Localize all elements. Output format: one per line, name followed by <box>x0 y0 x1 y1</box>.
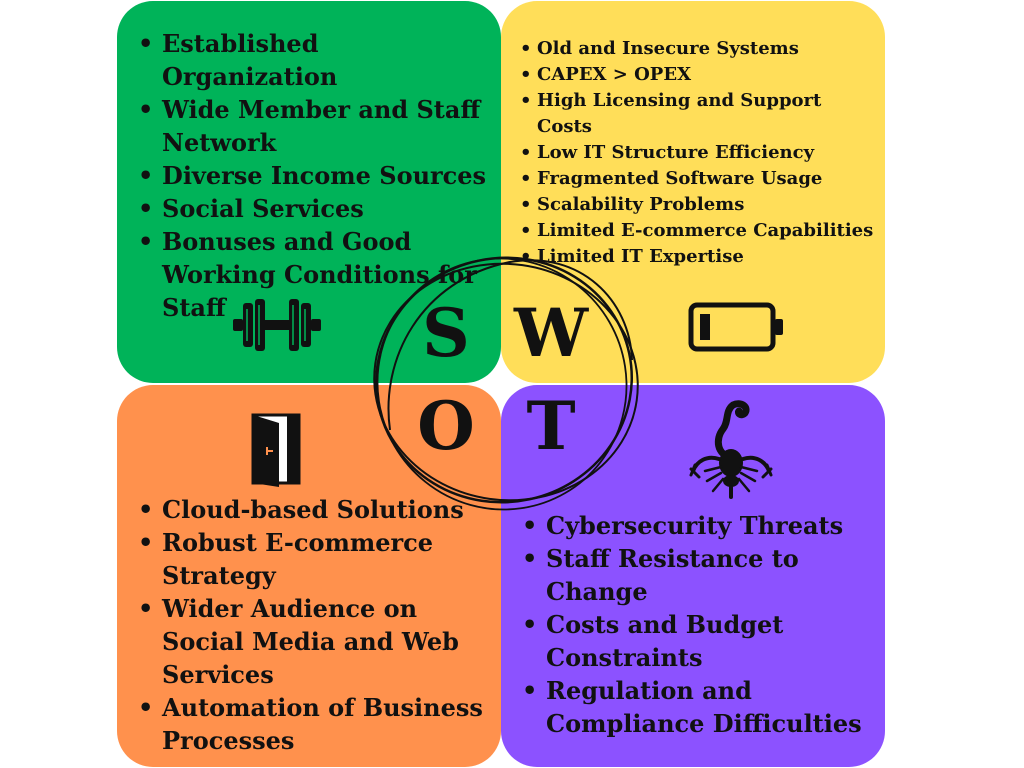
list-item: Limited E-commerce Capabilities <box>520 218 882 244</box>
list-item: Scalability Problems <box>520 192 882 218</box>
dumbbell-icon <box>233 299 321 351</box>
swot-letter-o: O <box>417 387 475 465</box>
list-item: Limited IT Expertise <box>520 244 882 270</box>
strengths-quadrant: Established Organization Wide Member and… <box>117 1 501 383</box>
swot-letter-w: W <box>513 294 589 372</box>
list-item: Low IT Structure Efficiency <box>520 140 882 166</box>
weaknesses-quadrant: Old and Insecure Systems CAPEX > OPEX Hi… <box>501 1 885 383</box>
list-item: Cybersecurity Threats <box>522 509 881 542</box>
threats-quadrant: Cybersecurity Threats Staff Resistance t… <box>501 385 885 767</box>
threats-list: Cybersecurity Threats Staff Resistance t… <box>522 509 881 740</box>
swot-letter-t: T <box>526 387 576 465</box>
list-item: Established Organization <box>138 27 492 93</box>
low-battery-icon <box>688 302 783 352</box>
list-item: CAPEX > OPEX <box>520 62 882 88</box>
list-item: Wide Member and Staff Network <box>138 93 492 159</box>
weaknesses-list: Old and Insecure Systems CAPEX > OPEX Hi… <box>520 36 882 270</box>
open-door-icon <box>251 413 301 487</box>
opportunities-list: Cloud-based Solutions Robust E-commerce … <box>138 493 497 757</box>
list-item: High Licensing and Support Costs <box>520 88 882 140</box>
list-item: Fragmented Software Usage <box>520 166 882 192</box>
list-item: Wider Audience on Social Media and Web S… <box>138 592 497 691</box>
list-item: Regulation and Compliance Difficulties <box>522 674 881 740</box>
opportunities-quadrant: Cloud-based Solutions Robust E-commerce … <box>117 385 501 767</box>
swot-letter-s: S <box>422 294 470 372</box>
list-item: Staff Resistance to Change <box>522 542 881 608</box>
list-item: Robust E-commerce Strategy <box>138 526 497 592</box>
list-item: Automation of Business Processes <box>138 691 497 757</box>
list-item: Bonuses and Good Working Conditions for … <box>138 225 492 324</box>
list-item: Diverse Income Sources <box>138 159 492 192</box>
scorpion-icon <box>689 400 773 499</box>
list-item: Costs and Budget Constraints <box>522 608 881 674</box>
list-item: Cloud-based Solutions <box>138 493 497 526</box>
list-item: Social Services <box>138 192 492 225</box>
hand-drawn-circle-icon <box>373 256 639 511</box>
strengths-list: Established Organization Wide Member and… <box>138 27 492 324</box>
list-item: Old and Insecure Systems <box>520 36 882 62</box>
